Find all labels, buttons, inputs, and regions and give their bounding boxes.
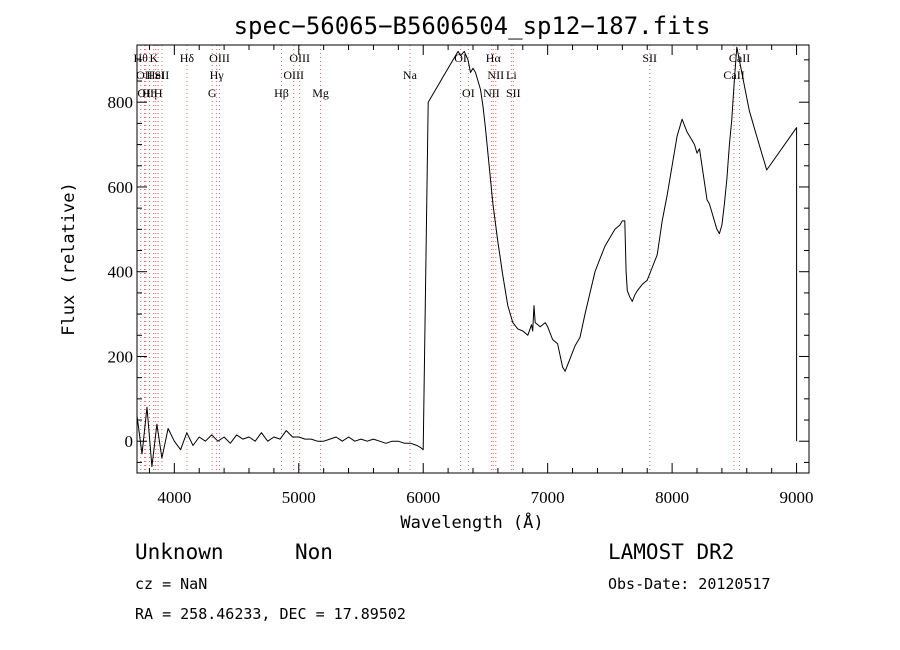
flux-series — [136, 46, 798, 468]
x-tick-label: 8000 — [655, 488, 689, 507]
line-marker-label: OIII — [209, 51, 230, 65]
line-marker-label: Hβ — [274, 86, 289, 100]
line-marker-label: NII — [483, 86, 500, 100]
line-marker-label: OII — [136, 68, 153, 82]
line-marker-label: H — [154, 86, 163, 100]
line-marker-label: OI — [454, 51, 467, 65]
line-marker-label: HeI — [147, 68, 165, 82]
x-tick-label: 5000 — [282, 488, 316, 507]
line-marker-label: Hη — [142, 86, 157, 100]
x-tick-label: 6000 — [406, 488, 440, 507]
survey-label: LAMOST DR2 — [608, 540, 734, 564]
line-marker-label: Hγ — [210, 68, 225, 82]
obs-date-label: Obs-Date: 20120517 — [608, 575, 771, 593]
spectrum-line — [136, 46, 798, 468]
line-marker-label: Na — [403, 68, 418, 82]
line-marker-label: OI — [462, 86, 475, 100]
line-marker-label: SII — [506, 86, 521, 100]
chart-title: spec−56065−B5606504_sp12−187.fits — [234, 12, 711, 40]
line-marker-label: SII — [155, 68, 170, 82]
line-marker-label: OIII — [289, 51, 310, 65]
y-tick-label: 200 — [108, 347, 134, 366]
line-marker-label: NII — [487, 68, 504, 82]
line-marker-label: Mg — [312, 86, 329, 100]
axis-ticks: 4000 5000 6000 7000 8000 9000 0 200 400 600 800 — [108, 45, 814, 507]
y-axis-label: Flux (relative) — [59, 182, 79, 336]
y-tick-label: 0 — [125, 432, 134, 451]
plot-frame — [136, 44, 810, 474]
x-tick-label: 4000 — [157, 488, 191, 507]
line-marker-label: CaII — [729, 51, 750, 65]
subclass-label: Non — [295, 540, 333, 564]
class-label: Unknown — [135, 540, 224, 564]
line-marker-label: CaII — [723, 68, 744, 82]
y-tick-label: 600 — [108, 178, 134, 197]
spectral-line-markers: HθOIIOIIHηKHeIHSIIHδGHγOIIIHβOIIIOIIIMgN… — [134, 45, 750, 473]
line-marker-label: Li — [506, 68, 517, 82]
line-marker-label: Hα — [486, 51, 502, 65]
cz-label: cz = NaN — [135, 575, 207, 593]
y-tick-label: 800 — [108, 93, 134, 112]
line-marker-label: Hδ — [180, 51, 195, 65]
coords-label: RA = 258.46233, DEC = 17.89502 — [135, 605, 406, 623]
x-tick-label: 7000 — [531, 488, 565, 507]
x-axis-label: Wavelength (Å) — [400, 511, 543, 533]
line-marker-label: K — [149, 51, 158, 65]
line-marker-label: OIII — [283, 68, 304, 82]
y-tick-label: 400 — [108, 263, 134, 282]
line-marker-label: G — [208, 86, 217, 100]
line-marker-label: SII — [642, 51, 657, 65]
x-tick-label: 9000 — [780, 488, 814, 507]
